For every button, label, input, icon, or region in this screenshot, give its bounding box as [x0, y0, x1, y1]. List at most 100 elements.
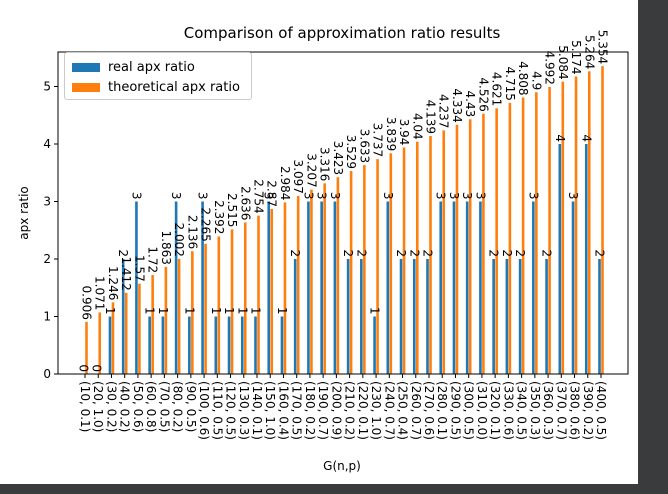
bar-real-29	[465, 201, 469, 374]
bar-theoretical-30	[482, 113, 485, 374]
label-real-7: 3	[169, 192, 183, 200]
label-real-12: 1	[235, 307, 249, 315]
bar-real-25	[412, 259, 416, 374]
x-tick-label-17: (180, 0.2)	[303, 381, 317, 440]
x-tick-label-25: (260, 0.7)	[409, 381, 423, 440]
bar-theoretical-33	[521, 97, 525, 374]
label-real-6: 1	[156, 307, 170, 315]
label-theoretical-1: 1.071	[93, 276, 107, 310]
label-real-21: 2	[354, 249, 368, 257]
bar-real-6	[161, 316, 165, 374]
bar-real-4	[135, 201, 138, 374]
bar-real-18	[320, 201, 323, 374]
plot-frame	[57, 51, 629, 375]
bar-real-5	[148, 316, 151, 374]
label-real-34: 3	[526, 192, 540, 200]
x-tick-label-24: (250, 0.4)	[396, 381, 410, 440]
label-theoretical-37: 5.174	[569, 40, 583, 74]
bar-theoretical-8	[191, 251, 194, 374]
x-tick-label-14: (150, 1.0)	[263, 381, 277, 440]
label-real-3: 2	[116, 249, 130, 257]
x-tick-label-37: (380, 0.6)	[568, 381, 582, 440]
x-tick-label-34: (350, 0.3)	[528, 381, 542, 440]
bar-real-22	[373, 316, 376, 374]
label-real-13: 1	[249, 307, 263, 315]
label-real-0: 0	[77, 364, 91, 372]
label-theoretical-33: 4.808	[516, 61, 530, 95]
bar-theoretical-38	[587, 71, 591, 374]
x-tick-label-6: (70, 0.5)	[157, 381, 171, 432]
x-axis-ticks: (10, 0.1) (20, 1.0) (30, 0.2) (40, 0.2) (50,…	[78, 374, 608, 440]
bar-theoretical-36	[561, 81, 565, 375]
label-real-26: 2	[421, 249, 435, 257]
bar-real-16	[293, 259, 297, 374]
bar-real-3	[121, 259, 125, 374]
x-tick-label-5: (60, 0.8)	[144, 381, 158, 432]
label-theoretical-18: 3.316	[318, 147, 332, 181]
label-real-31: 2	[487, 249, 501, 257]
x-tick-label-13: (140, 0.1)	[250, 381, 264, 440]
x-tick-label-21: (220, 0.1)	[356, 381, 370, 440]
y-tick-label-4: 4	[43, 137, 51, 151]
bar-theoretical-29	[468, 119, 472, 375]
bar-theoretical-37	[574, 76, 578, 375]
bar-real-36	[558, 144, 562, 374]
bar-real-31	[492, 259, 495, 374]
x-tick-label-18: (190, 0.7)	[316, 381, 330, 440]
series-theoretical-apx-ratio	[85, 66, 604, 375]
x-tick-label-38: (390, 0.2)	[581, 381, 595, 440]
label-real-38: 4	[579, 134, 593, 142]
y-tick-label-0: 0	[43, 367, 51, 381]
label-real-19: 3	[328, 192, 342, 200]
label-real-15: 1	[275, 307, 289, 315]
x-tick-label-35: (360, 0.3)	[541, 381, 555, 440]
bar-real-7	[174, 201, 178, 374]
label-real-4: 3	[129, 192, 143, 200]
x-axis-label: G(n,p)	[323, 459, 361, 473]
label-real-30: 3	[473, 192, 487, 200]
legend-item-theoretical: theoretical apx ratio	[72, 79, 240, 95]
label-theoretical-15: 2.984	[278, 166, 292, 200]
series-real-apx-ratio	[108, 144, 601, 374]
y-axis-label: apx ratio	[17, 186, 31, 240]
bar-theoretical-32	[508, 102, 512, 374]
bar-theoretical-10	[217, 236, 221, 374]
label-real-17: 3	[301, 192, 315, 200]
x-tick-label-0: (10, 0.1)	[78, 381, 92, 432]
x-tick-label-12: (130, 0.3)	[237, 381, 251, 440]
label-real-37: 3	[566, 192, 580, 200]
bar-theoretical-19	[336, 177, 340, 374]
bar-real-32	[505, 259, 509, 374]
bar-theoretical-34	[535, 92, 538, 374]
bar-theoretical-3	[124, 292, 128, 374]
label-theoretical-25: 4.04	[410, 113, 424, 140]
label-real-27: 3	[434, 192, 448, 200]
label-real-9: 3	[196, 192, 210, 200]
bar-theoretical-35	[548, 86, 551, 375]
x-tick-label-28: (290, 0.5)	[448, 381, 462, 440]
label-real-1: 0	[90, 364, 104, 372]
legend-item-real: real apx ratio	[72, 59, 195, 75]
bar-real-20	[346, 259, 350, 374]
bar-theoretical-0	[85, 321, 88, 374]
chart-svg: Comparison of approximation ratio result…	[17, 24, 629, 473]
label-theoretical-26: 4.139	[424, 100, 438, 134]
bar-real-27	[439, 201, 443, 374]
data-labels: 00.90601.07111.24621.41231.5711.7211.863…	[77, 30, 610, 372]
label-real-20: 2	[341, 249, 355, 257]
label-theoretical-4: 1.57	[132, 255, 146, 282]
x-tick-label-30: (310, 0.0)	[475, 381, 489, 440]
label-theoretical-10: 2.392	[212, 200, 226, 234]
label-theoretical-6: 1.863	[159, 231, 173, 265]
y-tick-label-1: 1	[43, 310, 51, 324]
label-theoretical-19: 3.423	[331, 141, 345, 175]
bar-theoretical-5	[151, 275, 154, 374]
bar-real-21	[360, 259, 363, 374]
label-theoretical-12: 2.636	[238, 186, 252, 220]
label-theoretical-14: 2.87	[265, 180, 279, 207]
bar-theoretical-16	[296, 195, 300, 374]
page-scrollbar[interactable]	[654, 0, 662, 484]
bar-theoretical-23	[389, 153, 393, 374]
bar-real-38	[584, 144, 588, 374]
bar-theoretical-22	[376, 159, 379, 374]
